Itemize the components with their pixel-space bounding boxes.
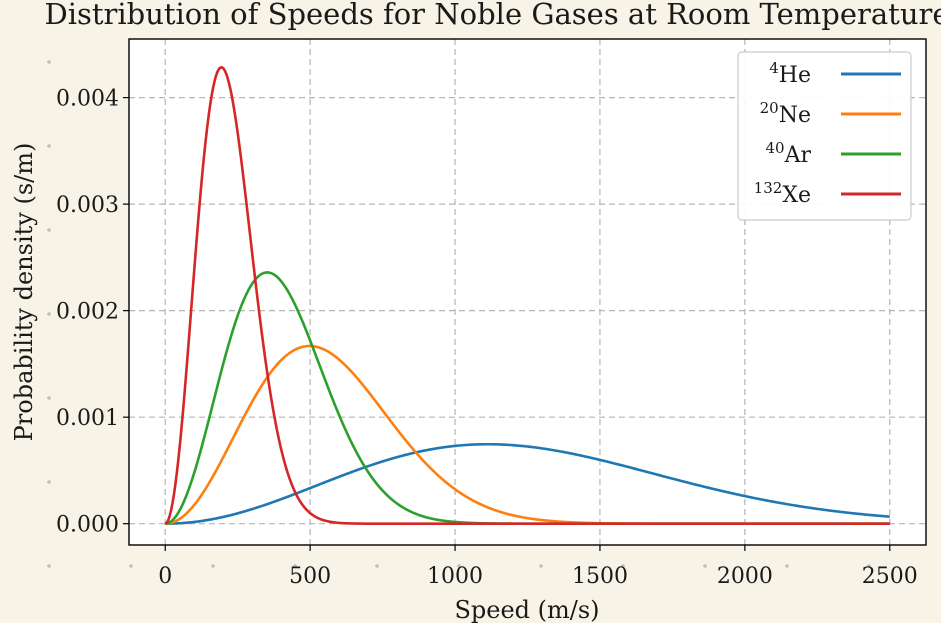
x-tick-label: 2000 (717, 564, 773, 589)
x-tick-label: 500 (289, 564, 331, 589)
legend-label-xe: 132Xe (754, 179, 811, 208)
legend-element-symbol: He (779, 63, 811, 88)
legend-element-symbol: Xe (782, 183, 811, 208)
plot-frame (128, 38, 927, 546)
y-axis-label: Probability density (s/m) (10, 143, 38, 442)
x-tick-label: 1500 (572, 564, 628, 589)
series-lines (164, 65, 890, 525)
x-axis-ticks: 0 500 1000 1500 2000 2500 (158, 545, 918, 589)
y-tick-label: 0.003 (56, 193, 119, 218)
y-tick-label: 0.000 (56, 513, 119, 538)
x-tick-label: 1000 (427, 564, 483, 589)
x-tick-label: 2500 (862, 564, 918, 589)
legend-mass-number: 20 (760, 99, 779, 117)
series-line-he (165, 442, 890, 525)
x-gridlines (164, 39, 891, 545)
x-tick-label: 0 (158, 564, 172, 589)
series-line-xe (164, 65, 890, 525)
legend-mass-number: 40 (766, 139, 785, 157)
legend-element-symbol: Ne (779, 103, 811, 128)
y-tick-label: 0.002 (56, 300, 119, 325)
y-tick-label: 0.001 (56, 406, 119, 431)
legend-label-he: 4He (769, 59, 811, 88)
legend-label-ar: 40Ar (766, 139, 812, 168)
y-axis-ticks: 0.000 0.001 0.002 0.003 0.004 (56, 87, 129, 538)
y-tick-label: 0.004 (56, 87, 119, 112)
legend-label-ne: 20Ne (760, 99, 811, 128)
chart-title: Distribution of Speeds for Noble Gases a… (44, 0, 941, 31)
legend-mass-number: 132 (754, 179, 783, 197)
legend-mass-number: 4 (769, 59, 779, 77)
legend-box (737, 51, 912, 221)
x-axis-label: Speed (m/s) (454, 596, 599, 623)
legend-element-symbol: Ar (784, 143, 812, 168)
